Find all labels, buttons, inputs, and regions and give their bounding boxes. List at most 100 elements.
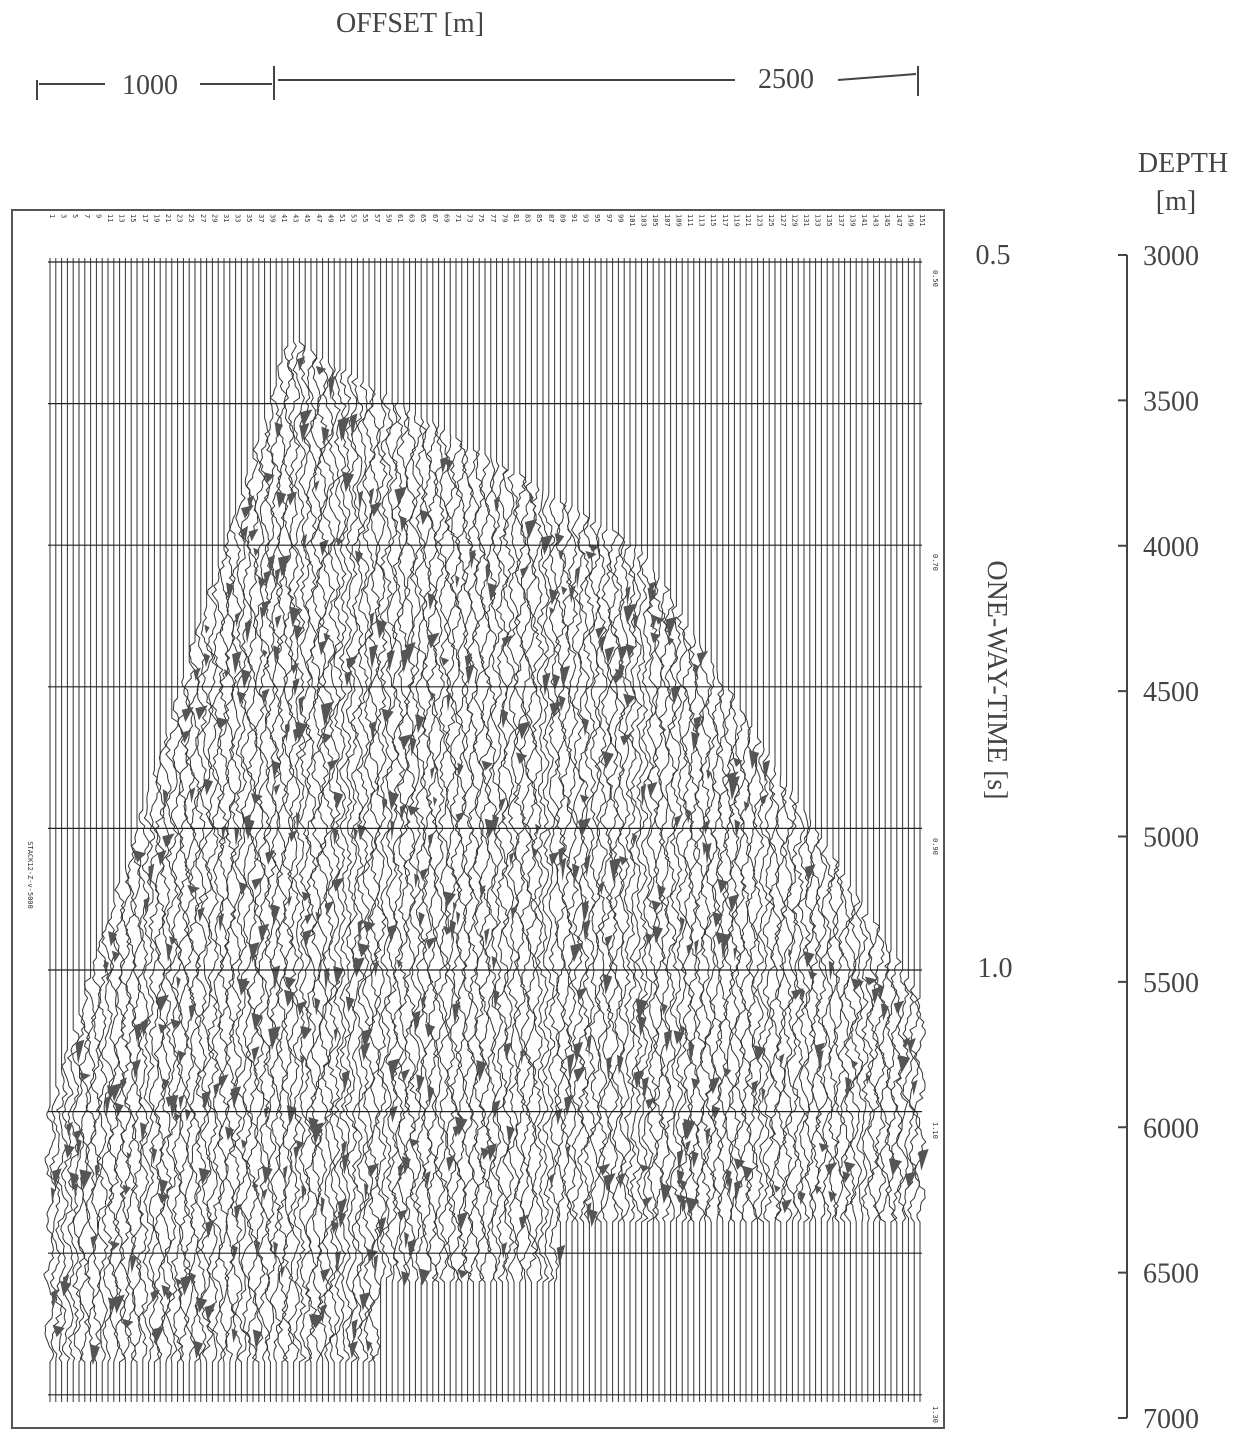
wavelet-fill — [159, 1178, 169, 1198]
trace — [757, 258, 771, 1402]
wavelet-fill — [418, 911, 425, 927]
panel-time-label: 0.70 — [931, 554, 939, 571]
trace — [176, 258, 191, 1402]
wavelet-fill — [120, 1077, 128, 1091]
wavelet-fill — [430, 766, 435, 780]
trace — [420, 258, 434, 1402]
trace — [501, 258, 516, 1402]
wavelet-fill — [51, 1289, 59, 1309]
trace-number: 121 — [744, 214, 752, 227]
wavelet-fill — [880, 1003, 889, 1022]
wavelet-fill — [691, 1077, 701, 1091]
trace — [141, 258, 156, 1402]
wavelet-fill — [704, 842, 712, 865]
wavelet-fill — [599, 881, 605, 896]
trace — [188, 258, 203, 1402]
wavelet-fill — [193, 667, 201, 682]
wavelet-fill — [686, 808, 692, 824]
wavelet-fill — [871, 986, 881, 1005]
trace-number: 15 — [129, 214, 137, 222]
wavelet-fill — [110, 1240, 120, 1251]
wavelet-fill — [586, 1202, 592, 1225]
wavelet-fill — [663, 1029, 673, 1053]
trace-number: 25 — [187, 214, 195, 222]
wavelet-fill — [387, 791, 400, 811]
trace-number: 123 — [756, 214, 764, 227]
wavelet-fill — [603, 1173, 616, 1192]
wavelet-fill — [850, 978, 864, 991]
wavelet-fill — [286, 1104, 297, 1126]
trace-number: 13 — [118, 214, 126, 222]
trace — [512, 258, 527, 1402]
wavelet-fill — [335, 1250, 342, 1275]
wavelet-fill — [397, 1163, 405, 1180]
wavelet-fill — [647, 781, 658, 799]
wavelet-fill — [351, 1319, 358, 1343]
trace — [454, 258, 469, 1402]
wavelet-fill — [773, 1184, 781, 1194]
wavelet-fill — [293, 1144, 301, 1161]
wavelet-fill — [195, 705, 208, 721]
wavelet-fill — [332, 827, 339, 846]
wavelet-fill — [575, 567, 581, 589]
wavelet-fill — [904, 1171, 917, 1189]
wavelet-fill — [344, 670, 353, 687]
trace — [362, 258, 377, 1402]
wavelet-fill — [588, 543, 600, 552]
trace — [872, 258, 886, 1402]
trace — [628, 258, 643, 1402]
trace — [379, 258, 394, 1402]
wavelet-fill — [107, 1297, 119, 1311]
wavelet-fill — [396, 959, 403, 969]
wavelet-fill — [694, 939, 699, 958]
wavelet-fill — [402, 1156, 411, 1175]
wavelet-fill — [400, 647, 411, 673]
trace — [750, 258, 765, 1402]
wavelet-fill — [298, 695, 305, 716]
wavelet-fill — [440, 657, 450, 666]
trace — [902, 258, 915, 1402]
trace — [687, 258, 701, 1402]
wavelet-fill — [683, 1118, 696, 1140]
wavelet-fill — [226, 582, 235, 601]
wavelet-fill — [382, 796, 388, 810]
trace — [913, 258, 927, 1402]
wavelet-fill — [184, 1108, 192, 1122]
wavelet-fill — [555, 1108, 563, 1126]
trace — [148, 258, 162, 1402]
wavelet-fill — [165, 943, 173, 963]
wavelet-fill — [728, 894, 740, 913]
wavelet-fill — [107, 1084, 116, 1101]
wavelet-fill — [193, 1340, 204, 1359]
trace-number: 131 — [802, 214, 810, 227]
trace-number: 39 — [268, 214, 276, 222]
wavelet-fill — [140, 1018, 150, 1038]
wavelet-fill — [271, 760, 281, 780]
wavelet-fill — [369, 644, 379, 670]
trace — [536, 258, 550, 1402]
trace-number: 111 — [686, 214, 694, 227]
wavelet-fill — [345, 996, 355, 1013]
wavelet-fill — [893, 1000, 905, 1014]
wavelet-fill — [599, 1163, 611, 1177]
trace-number: 51 — [338, 214, 346, 222]
wavelet-fill — [902, 1037, 911, 1050]
trace-number: 81 — [512, 214, 520, 222]
wavelet-fill — [112, 1294, 125, 1314]
trace-number: 31 — [222, 214, 230, 222]
trace-number: 137 — [837, 214, 845, 227]
trace — [698, 258, 713, 1402]
wavelet-fill — [369, 487, 375, 509]
wavelet-fill — [420, 995, 427, 1009]
wavelet-fill — [399, 734, 413, 751]
wavelet-fill — [709, 1076, 721, 1095]
wavelet-fill — [158, 1023, 168, 1034]
time-label: 0.5 — [976, 240, 1011, 271]
trace-number: 3 — [60, 214, 68, 218]
wavelet-fill — [152, 1326, 165, 1345]
wavelet-fill — [284, 976, 297, 990]
wavelet-fill — [843, 1161, 856, 1175]
wavelet-fill — [273, 645, 281, 664]
trace-number: 129 — [790, 214, 798, 227]
trace-number: 139 — [848, 214, 856, 227]
